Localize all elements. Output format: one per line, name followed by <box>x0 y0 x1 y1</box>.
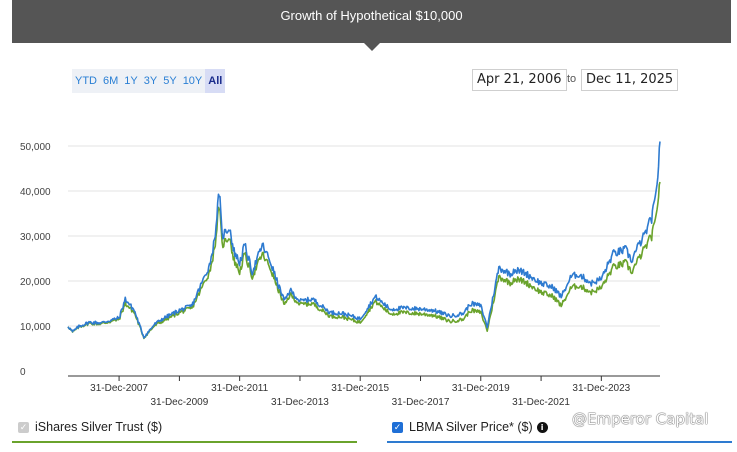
y-axis-ticks: 0 10,000 20,000 30,000 40,000 50,000 <box>20 142 51 378</box>
y-tick-label: 30,000 <box>20 232 51 243</box>
header-pointer-arrow <box>364 43 380 51</box>
x-tick-label: 31-Dec-2019 <box>452 383 510 394</box>
y-tick-label: 40,000 <box>20 187 51 198</box>
range-button-3y[interactable]: 3Y <box>143 75 158 87</box>
growth-line-chart: 0 10,000 20,000 30,000 40,000 50,000 31-Dec-2… <box>20 141 661 408</box>
checkbox-checked-icon[interactable]: ✓ <box>392 421 403 433</box>
series-line-lbma <box>67 141 661 339</box>
date-to-label: to <box>567 73 577 85</box>
x-tick-label: 31-Dec-2021 <box>512 397 570 408</box>
legend-label-lbma: LBMA Silver Price* ($) <box>409 420 533 434</box>
legend-underline-lbma <box>387 441 732 443</box>
x-axis-ticks: 31-Dec-200731-Dec-200931-Dec-201131-Dec-… <box>90 376 631 408</box>
legend-lbma[interactable]: ✓ LBMA Silver Price* ($) i <box>392 420 548 434</box>
info-icon[interactable]: i <box>536 421 548 433</box>
y-tick-label: 0 <box>20 367 26 378</box>
grid-lines <box>68 145 660 327</box>
range-button-ytd[interactable]: YTD <box>75 75 97 87</box>
y-tick-label: 20,000 <box>20 277 51 288</box>
y-tick-label: 10,000 <box>20 322 51 333</box>
x-tick-label: 31-Dec-2011 <box>211 383 269 394</box>
range-button-1y[interactable]: 1Y <box>124 75 138 87</box>
legend-ishares[interactable]: ✓ iShares Silver Trust ($) <box>18 420 162 434</box>
chart-title: Growth of Hypothetical $10,000 <box>280 8 463 23</box>
range-button-all[interactable]: All <box>205 69 226 93</box>
legend-underline-ishares <box>12 441 357 443</box>
x-tick-label: 31-Dec-2017 <box>392 397 450 408</box>
x-tick-label: 31-Dec-2015 <box>331 383 389 394</box>
range-selector: YTD 6M 1Y 3Y 5Y 10Y All <box>72 69 226 93</box>
range-button-5y[interactable]: 5Y <box>163 75 177 87</box>
watermark: @Emperor Capital <box>572 410 709 428</box>
x-tick-label: 31-Dec-2013 <box>271 397 329 408</box>
series-lines <box>67 141 661 340</box>
y-tick-label: 50,000 <box>20 142 51 153</box>
range-button-10y[interactable]: 10Y <box>182 75 203 87</box>
start-date-input[interactable]: Apr 21, 2006 <box>472 69 567 91</box>
legend-label-ishares: iShares Silver Trust ($) <box>35 420 163 434</box>
checkbox-icon[interactable]: ✓ <box>18 421 29 433</box>
x-tick-label: 31-Dec-2009 <box>150 397 208 408</box>
x-tick-label: 31-Dec-2007 <box>90 383 148 394</box>
range-button-6m[interactable]: 6M <box>103 75 119 87</box>
end-date-input[interactable]: Dec 11, 2025 <box>581 69 679 91</box>
chart-header: Growth of Hypothetical $10,000 <box>12 0 731 43</box>
x-tick-label: 31-Dec-2023 <box>572 383 630 394</box>
series-line-ishares <box>67 181 661 340</box>
